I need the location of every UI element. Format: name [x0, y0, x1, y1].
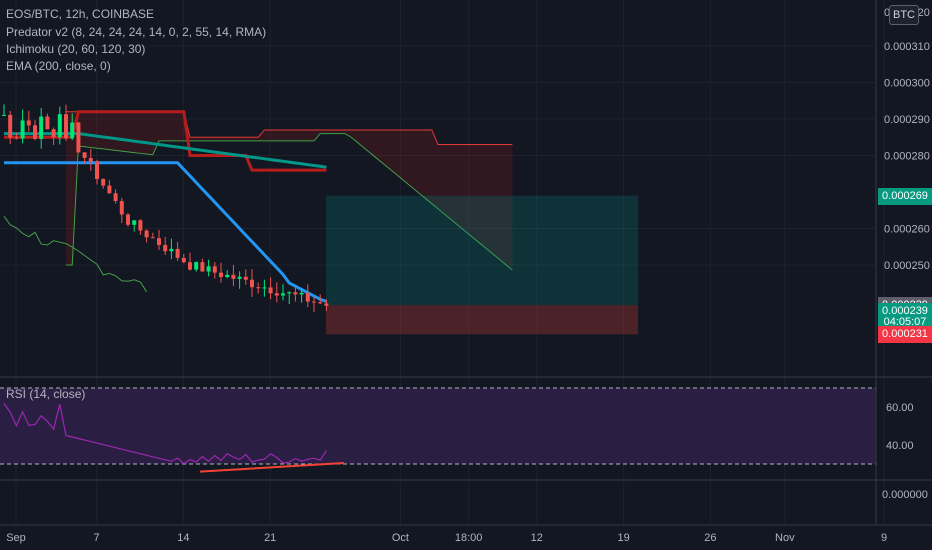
candle-body [126, 214, 130, 225]
rsi-tick: 40.00 [886, 440, 914, 452]
time-tick: 7 [94, 532, 100, 544]
candle-body [281, 293, 285, 296]
stop-zone [326, 305, 638, 335]
rsi-band [0, 388, 876, 464]
candle-body [262, 287, 267, 289]
legend-ichimoku[interactable]: Ichimoku (20, 60, 120, 30) [6, 42, 146, 56]
chikou-line [3, 216, 148, 293]
candle-body [51, 129, 56, 138]
target-zone [326, 195, 638, 306]
candle-body [163, 244, 168, 252]
candle-body [57, 114, 62, 138]
candle-body [250, 279, 254, 288]
kijun-line [4, 110, 327, 172]
candle-body [26, 120, 31, 126]
candle-body [95, 161, 99, 179]
candle-body [268, 287, 273, 294]
candle-body [305, 292, 310, 302]
candle-body [8, 114, 13, 138]
candle-body [150, 237, 155, 239]
candles [2, 104, 329, 312]
price-badge: 04:05:07 [878, 313, 932, 331]
candle-body [14, 137, 19, 139]
long-position-tool[interactable] [326, 195, 638, 335]
candle-body [107, 185, 112, 194]
legend-ema[interactable]: EMA (200, close, 0) [6, 59, 111, 73]
candle-body [132, 220, 137, 225]
time-tick: 12 [531, 532, 543, 544]
candle-body [188, 262, 192, 270]
price-badge: 0.000231 [878, 326, 932, 344]
time-tick: 14 [177, 532, 189, 544]
symbol-title[interactable]: EOS/BTC, 12h, COINBASE [6, 7, 155, 21]
legend-rsi[interactable]: RSI (14, close) [6, 387, 86, 401]
time-tick: 21 [264, 532, 276, 544]
candle-body [231, 274, 236, 279]
time-tick: 19 [617, 532, 629, 544]
candle-body [64, 114, 68, 139]
candle-body [113, 193, 118, 202]
rsi-trend-line [199, 462, 345, 473]
time-tick: Nov [775, 532, 795, 544]
candle-body [293, 292, 298, 295]
time-tick: Sep [6, 532, 26, 544]
candle-body [119, 201, 124, 215]
candle-body [82, 152, 87, 158]
candle-body [20, 120, 25, 139]
rsi-tick: 60.00 [886, 402, 914, 414]
price-badge: 0.000269 [878, 187, 932, 205]
cloud-span-a [66, 133, 513, 271]
rsi-line [3, 403, 327, 465]
candle-body [200, 262, 205, 272]
indicator-lines [3, 110, 327, 303]
candle-body [237, 276, 242, 279]
price-tick: 0.000280 [884, 151, 930, 163]
cloud-fill [66, 111, 513, 271]
candle-body [324, 303, 329, 306]
candle-body [76, 122, 81, 153]
candle-body [256, 287, 261, 289]
candle-body [169, 248, 174, 252]
candle-body [243, 276, 248, 280]
candle-body [194, 262, 199, 270]
candle-body [312, 301, 316, 303]
candle-body [138, 220, 143, 231]
rsi-pane[interactable] [0, 376, 932, 481]
candle-body [2, 114, 6, 116]
candle-body [144, 230, 149, 238]
candle-body [225, 274, 230, 278]
time-tick: 26 [704, 532, 716, 544]
candle-body [101, 178, 106, 186]
time-tick: 18:00 [455, 532, 483, 544]
candle-body [274, 293, 279, 296]
candle-body [219, 272, 223, 278]
candle-body [318, 302, 323, 304]
price-tick: 0.000310 [884, 41, 930, 53]
candle-body [206, 266, 211, 272]
currency-button[interactable]: BTC [889, 5, 919, 25]
candle-body [33, 125, 37, 139]
time-tick: 9 [881, 532, 887, 544]
volume-tick: 0.000000 [882, 489, 928, 501]
legend-predator[interactable]: Predator v2 (8, 24, 24, 24, 14, 0, 2, 55… [6, 25, 267, 39]
price-tick: 0.000300 [884, 78, 930, 90]
time-tick: Oct [392, 532, 409, 544]
price-tick: 0.000290 [884, 114, 930, 126]
candle-body [181, 257, 186, 263]
predator-line [4, 161, 327, 303]
ema-line [4, 132, 327, 169]
candle-body [70, 122, 75, 139]
candle-body [157, 238, 161, 245]
candle-body [287, 292, 292, 294]
candle-body [299, 292, 304, 295]
candle-body [45, 116, 50, 130]
candle-body [39, 116, 44, 139]
price-tick: 0.000250 [884, 260, 930, 272]
candle-body [88, 157, 93, 162]
candle-body [175, 248, 180, 258]
price-tick: 0.000260 [884, 224, 930, 236]
candle-body [212, 266, 217, 273]
